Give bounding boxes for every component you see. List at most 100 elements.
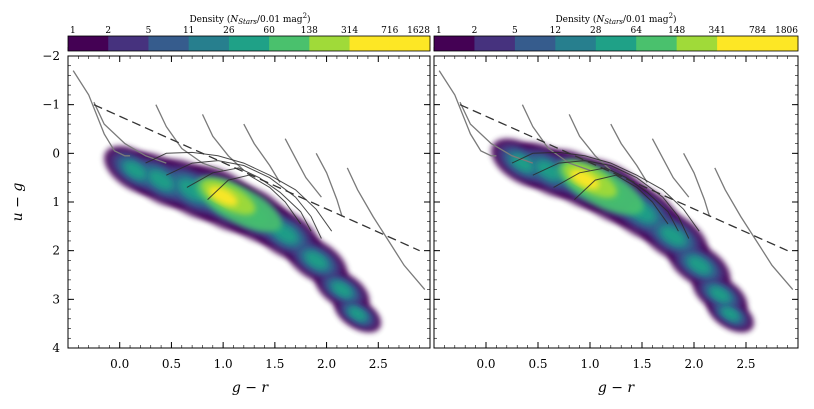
colorbar-cell	[389, 36, 431, 51]
x-tick-label: 1.0	[214, 357, 233, 371]
colorbar-tick-label: 341	[709, 26, 726, 36]
x-tick-label: 2.0	[684, 357, 703, 371]
isochrone-gray-line	[610, 123, 648, 183]
colorbar-cell	[676, 36, 718, 51]
colorbar-cell	[717, 36, 759, 51]
density-blob	[537, 161, 560, 180]
density-blob	[512, 155, 533, 171]
colorbar-cell	[757, 36, 799, 51]
colorbar-cell	[228, 36, 270, 51]
y-tick-label: 0	[52, 146, 60, 160]
y-tick-label: 2	[52, 244, 60, 258]
y-tick-label: 3	[52, 292, 60, 306]
colorbar-cell	[108, 36, 149, 51]
left-x-axis-label: g − r	[232, 380, 270, 396]
colorbar-tick-label: 60	[263, 26, 275, 36]
colorbar-cell	[148, 36, 190, 51]
density-blob	[689, 257, 710, 274]
colorbar-tick-label: 1	[70, 26, 76, 36]
colorbar-tick-label: 716	[381, 26, 398, 36]
colorbar-cell	[349, 36, 391, 51]
colorbar-cell	[269, 36, 310, 51]
y-tick-label: −2	[42, 49, 60, 63]
density-blob	[179, 180, 205, 200]
colorbar-cell	[595, 36, 637, 51]
x-tick-label: 2.5	[369, 357, 388, 371]
left-panel: Density (NStars/0.01 mag2) 1 2 5 11 26 60 138 3…	[10, 12, 431, 396]
isochrone-gray-line	[521, 104, 591, 172]
left-colorbar-title: Density (NStars/0.01 mag2)	[189, 12, 310, 26]
isochrone-gray-line	[243, 123, 281, 183]
colorbar-tick-label: 2	[472, 26, 478, 36]
left-y-axis-label: u − g	[10, 183, 26, 222]
x-tick-label: 0.5	[162, 357, 181, 371]
colorbar-tick-label: 784	[749, 26, 766, 36]
isochrone-gray-line	[72, 70, 131, 157]
isochrone-gray-line	[714, 167, 794, 291]
colorbar-tick-label: 148	[668, 26, 685, 36]
colorbar-tick-label: 28	[590, 26, 602, 36]
colorbar-tick-label: 64	[630, 26, 642, 36]
isochrone-dark-line	[511, 151, 700, 232]
colorbar-tick-label: 11	[183, 26, 194, 36]
density-blob	[350, 308, 366, 320]
colorbar-tick-label: 1806	[775, 26, 798, 36]
colorbar-tick-label: 26	[223, 26, 235, 36]
isochrone-gray-line	[284, 138, 322, 198]
x-tick-label: 0.5	[528, 357, 547, 371]
density-blob	[333, 282, 351, 297]
colorbar-tick-label: 5	[146, 26, 152, 36]
x-tick-label: 0.0	[476, 357, 495, 371]
colorbar-cell	[636, 36, 678, 51]
density-blob	[273, 224, 297, 243]
right-colorbar-title: Density (NStars/0.01 mag2)	[555, 12, 676, 26]
colorbar-cell	[309, 36, 351, 51]
density-blob	[661, 227, 685, 245]
left-colorbar: Density (NStars/0.01 mag2) 1 2 5 11 26 60 138 3…	[67, 12, 431, 52]
isochrone-dark-line	[532, 160, 690, 239]
isochrone-dark-line	[186, 167, 312, 232]
isochrone-gray-line	[459, 101, 534, 164]
density-blob	[149, 171, 173, 189]
isochrone-gray-line	[155, 104, 224, 172]
left-isochrone-lines	[72, 70, 426, 291]
density-blob	[722, 308, 738, 320]
density-blob	[125, 162, 146, 179]
y-tick-label: −1	[42, 98, 60, 112]
colorbar-cell	[474, 36, 516, 51]
colorbar-cell	[434, 36, 475, 51]
right-panel: Density (NStars/0.01 mag2) 1 2 5 12 28 64 148 3…	[433, 12, 799, 396]
colorbar-tick-label: 314	[341, 26, 358, 36]
colorbar-tick-label: 5	[512, 26, 518, 36]
right-density-map	[491, 138, 754, 333]
isochrone-gray-line	[315, 152, 343, 217]
isochrone-dark-line	[574, 174, 669, 225]
x-tick-label: 1.5	[265, 357, 284, 371]
density-blob	[306, 252, 327, 269]
colorbar-cell	[514, 36, 556, 51]
colorbar-tick-label: 1	[436, 26, 442, 36]
y-tick-label: 1	[52, 195, 60, 209]
x-tick-label: 1.0	[580, 357, 599, 371]
colorbar-tick-label: 1628	[407, 26, 430, 36]
isochrone-gray-line	[438, 70, 497, 157]
reference-dashed-line	[93, 104, 420, 252]
isochrone-gray-line	[93, 101, 167, 164]
colorbar-cell	[555, 36, 597, 51]
isochrone-gray-line	[201, 114, 245, 171]
isochrone-gray-line	[346, 167, 426, 291]
isochrone-dark-line	[145, 151, 333, 232]
colorbar-tick-label: 12	[550, 26, 561, 36]
colorbar-tick-label: 138	[301, 26, 318, 36]
isochrone-gray-line	[683, 152, 711, 217]
density-blob	[711, 287, 729, 302]
isochrone-dark-line	[553, 167, 679, 232]
right-x-axis-label: g − r	[598, 380, 636, 396]
isochrone-gray-line	[568, 114, 612, 171]
colorbar-tick-label: 2	[105, 26, 111, 36]
y-tick-label: 4	[52, 341, 60, 355]
isochrone-gray-line	[651, 138, 690, 198]
colorbar-cell	[68, 36, 109, 51]
x-tick-label: 1.5	[632, 357, 651, 371]
